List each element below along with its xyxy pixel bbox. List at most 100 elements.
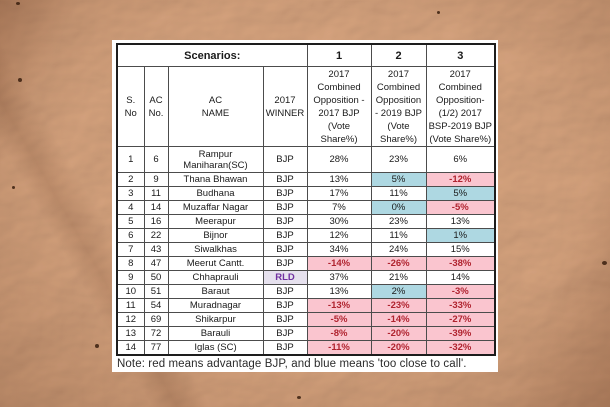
scenario-3-value-cell: -5% (425, 200, 496, 215)
table-row: 2 9 Thana Bhawan BJP 13% 5% -12% (116, 172, 496, 187)
scenario-2-value-cell: 23% (370, 146, 427, 173)
scenario-2-header: 2 (370, 43, 427, 67)
scenario-2-value-cell: 24% (370, 242, 427, 257)
ac-name-cell: Barauli (167, 326, 264, 341)
scenario-2-value-cell: 2% (370, 284, 427, 299)
scenario-1-value-cell: -5% (306, 312, 372, 327)
scenario-1-value-cell: 7% (306, 200, 372, 215)
sno-cell: 4 (116, 200, 145, 215)
scenario-1-value-cell: 34% (306, 242, 372, 257)
col-header-2017-winner: 2017 WINNER (262, 66, 308, 147)
scenario-3-value-cell: -27% (425, 312, 496, 327)
ac-name-cell: Siwalkhas (167, 242, 264, 257)
scenarios-header-row: Scenarios: 1 2 3 (116, 43, 496, 67)
column-header-row: S. No AC No. AC NAME 2017 WINNER 2017 Co… (116, 66, 496, 147)
scenario-3-value-cell: -3% (425, 284, 496, 299)
table-row: 6 22 Bijnor BJP 12% 11% 1% (116, 228, 496, 243)
scenario-2-value-cell: -23% (370, 298, 427, 313)
sno-cell: 7 (116, 242, 145, 257)
ac-no-cell: 54 (143, 298, 169, 313)
scenario-2-value-cell: 21% (370, 270, 427, 285)
ac-name-cell: Iglas (SC) (167, 340, 264, 356)
table-image-panel: Scenarios: 1 2 3 S. No AC No. AC NAME 20… (112, 40, 498, 372)
scenario-3-value-cell: 6% (425, 146, 496, 173)
ac-name-cell: Thana Bhawan (167, 172, 264, 187)
ac-name-cell: Muzaffar Nagar (167, 200, 264, 215)
winner-cell: BJP (262, 242, 308, 257)
winner-cell: BJP (262, 340, 308, 356)
scenario-3-value-cell: -38% (425, 256, 496, 271)
scenario-1-value-cell: 28% (306, 146, 372, 173)
scenario-1-header: 1 (306, 43, 372, 67)
table-row: 12 69 Shikarpur BJP -5% -14% -27% (116, 312, 496, 327)
paper-speckle (602, 261, 607, 265)
scenario-3-value-cell: -39% (425, 326, 496, 341)
col-header-sno: S. No (116, 66, 145, 147)
scenario-3-value-cell: 1% (425, 228, 496, 243)
ac-no-cell: 47 (143, 256, 169, 271)
scenarios-table: Scenarios: 1 2 3 S. No AC No. AC NAME 20… (116, 43, 496, 356)
sno-cell: 1 (116, 146, 145, 173)
table-row: 5 16 Meerapur BJP 30% 23% 13% (116, 214, 496, 229)
ac-no-cell: 22 (143, 228, 169, 243)
ac-name-cell: Meerut Cantt. (167, 256, 264, 271)
table-row: 13 72 Barauli BJP -8% -20% -39% (116, 326, 496, 341)
sno-cell: 11 (116, 298, 145, 313)
winner-cell: RLD (262, 270, 308, 285)
col-header-scenario-1: 2017 Combined Opposition - 2017 BJP (Vot… (306, 66, 372, 147)
sno-cell: 9 (116, 270, 145, 285)
winner-cell: BJP (262, 256, 308, 271)
scenario-3-header: 3 (425, 43, 496, 67)
ac-name-cell: Baraut (167, 284, 264, 299)
scenario-2-value-cell: 11% (370, 228, 427, 243)
table-row: 1 6 Rampur Maniharan(SC) BJP 28% 23% 6% (116, 146, 496, 173)
sno-cell: 8 (116, 256, 145, 271)
ac-no-cell: 9 (143, 172, 169, 187)
scenario-3-value-cell: -32% (425, 340, 496, 356)
sno-cell: 3 (116, 186, 145, 201)
ac-no-cell: 43 (143, 242, 169, 257)
scenario-1-value-cell: -13% (306, 298, 372, 313)
scenario-2-value-cell: 11% (370, 186, 427, 201)
table-row: 10 51 Baraut BJP 13% 2% -3% (116, 284, 496, 299)
scenario-1-value-cell: -14% (306, 256, 372, 271)
scenario-1-value-cell: 13% (306, 172, 372, 187)
winner-cell: BJP (262, 284, 308, 299)
scenario-2-value-cell: -20% (370, 340, 427, 356)
ac-name-cell: Meerapur (167, 214, 264, 229)
scenario-2-value-cell: -26% (370, 256, 427, 271)
winner-cell: BJP (262, 298, 308, 313)
scenario-1-value-cell: 17% (306, 186, 372, 201)
ac-no-cell: 69 (143, 312, 169, 327)
sno-cell: 10 (116, 284, 145, 299)
col-header-ac-name: AC NAME (167, 66, 264, 147)
table-row: 14 77 Iglas (SC) BJP -11% -20% -32% (116, 340, 496, 356)
ac-name-cell: Chhaprauli (167, 270, 264, 285)
scenario-3-value-cell: 13% (425, 214, 496, 229)
ac-name-cell: Budhana (167, 186, 264, 201)
scenario-2-value-cell: 0% (370, 200, 427, 215)
sno-cell: 14 (116, 340, 145, 356)
ac-no-cell: 6 (143, 146, 169, 173)
winner-cell: BJP (262, 200, 308, 215)
table-row: 7 43 Siwalkhas BJP 34% 24% 15% (116, 242, 496, 257)
scenario-2-value-cell: -20% (370, 326, 427, 341)
note-text: Note: red means advantage BJP, and blue … (117, 358, 467, 370)
paper-speckle (437, 11, 440, 14)
table-row: 4 14 Muzaffar Nagar BJP 7% 0% -5% (116, 200, 496, 215)
sno-cell: 2 (116, 172, 145, 187)
scenario-1-value-cell: -11% (306, 340, 372, 356)
ac-name-cell: Bijnor (167, 228, 264, 243)
ac-no-cell: 14 (143, 200, 169, 215)
scenario-1-value-cell: 13% (306, 284, 372, 299)
scenario-2-value-cell: 5% (370, 172, 427, 187)
ac-name-cell: Shikarpur (167, 312, 264, 327)
ac-no-cell: 11 (143, 186, 169, 201)
ac-no-cell: 50 (143, 270, 169, 285)
paper-speckle (16, 2, 20, 5)
winner-cell: BJP (262, 228, 308, 243)
scenario-3-value-cell: 14% (425, 270, 496, 285)
col-header-scenario-2: 2017 Combined Opposition - 2019 BJP (Vot… (370, 66, 427, 147)
winner-cell: BJP (262, 146, 308, 173)
ac-name-cell: Rampur Maniharan(SC) (167, 146, 264, 173)
